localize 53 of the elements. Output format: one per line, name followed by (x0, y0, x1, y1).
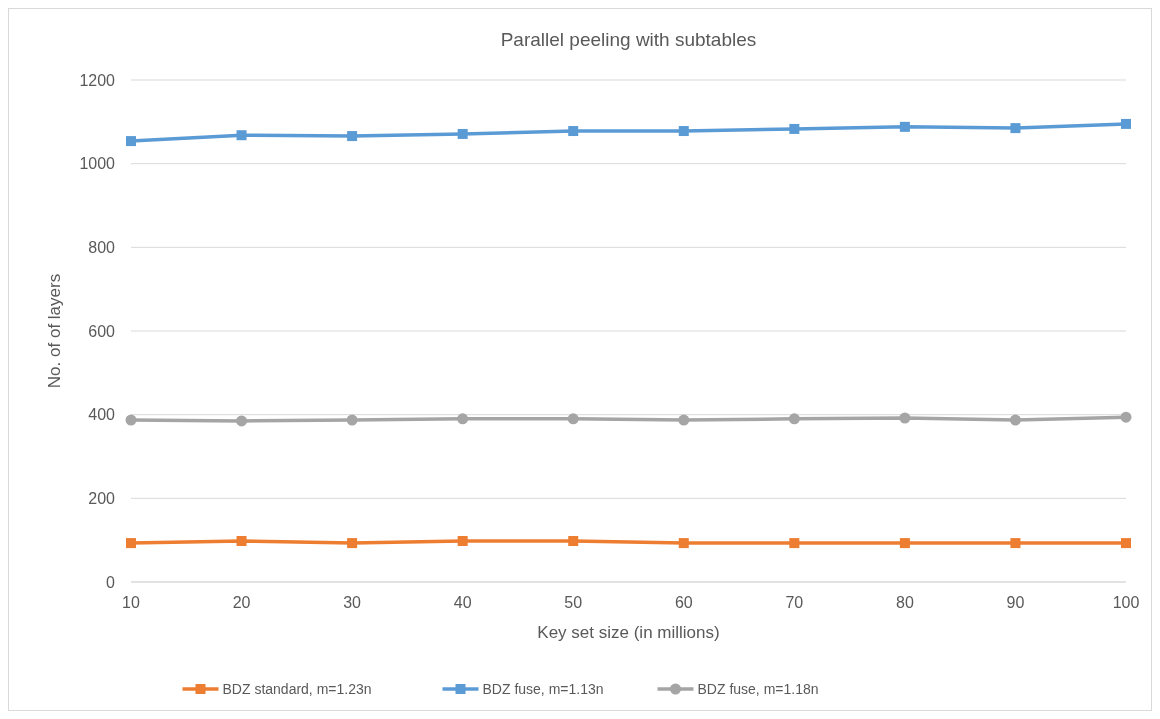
point (568, 536, 579, 546)
point (1121, 118, 1131, 129)
point (567, 413, 579, 425)
point (788, 413, 800, 425)
point (899, 121, 910, 132)
x-tick-label: 20 (232, 594, 251, 611)
x-tick-label: 80 (895, 594, 914, 611)
point (1120, 411, 1132, 423)
point (125, 414, 137, 426)
x-tick-label: 30 (343, 594, 362, 611)
point (678, 126, 689, 137)
x-axis-title: Key set size (in millions) (537, 623, 720, 642)
y-tick-label: 0 (106, 573, 116, 591)
x-tick-label: 100 (1112, 594, 1140, 611)
y-tick-label: 800 (88, 238, 116, 256)
point (789, 123, 800, 134)
point (236, 415, 248, 427)
point (347, 131, 358, 142)
x-tick-label: 40 (453, 594, 472, 611)
y-tick-label: 1200 (79, 71, 116, 89)
point (457, 128, 468, 139)
point (126, 538, 136, 549)
legend-label: BDZ fuse, m=1.18n (697, 680, 819, 697)
point (126, 136, 136, 147)
x-tick-label: 60 (674, 594, 693, 611)
point (899, 412, 911, 424)
point (678, 414, 690, 426)
point (347, 538, 358, 549)
y-tick-label: 600 (88, 322, 116, 340)
point (899, 538, 910, 549)
x-tick-label: 50 (564, 594, 583, 611)
x-tick-label: 90 (1006, 594, 1025, 611)
x-tick-label: 70 (785, 594, 804, 611)
point (568, 126, 579, 137)
point (1009, 414, 1021, 426)
y-axis-title: No. of of layers (45, 273, 64, 389)
point (457, 413, 469, 425)
x-tick-label: 10 (122, 594, 140, 611)
point (236, 536, 247, 546)
point (457, 536, 468, 546)
point (1121, 538, 1131, 549)
point (789, 538, 800, 549)
chart-title: Parallel peeling with subtables (500, 29, 757, 50)
point (678, 538, 689, 549)
point (346, 414, 358, 426)
point (236, 130, 247, 141)
y-tick-label: 1000 (79, 155, 116, 173)
legend-label: BDZ standard, m=1.23n (222, 680, 372, 697)
point (1010, 538, 1021, 549)
y-tick-label: 400 (88, 406, 116, 424)
y-tick-label: 200 (88, 489, 116, 507)
legend-label: BDZ fuse, m=1.13n (482, 680, 604, 697)
point (1010, 123, 1021, 134)
